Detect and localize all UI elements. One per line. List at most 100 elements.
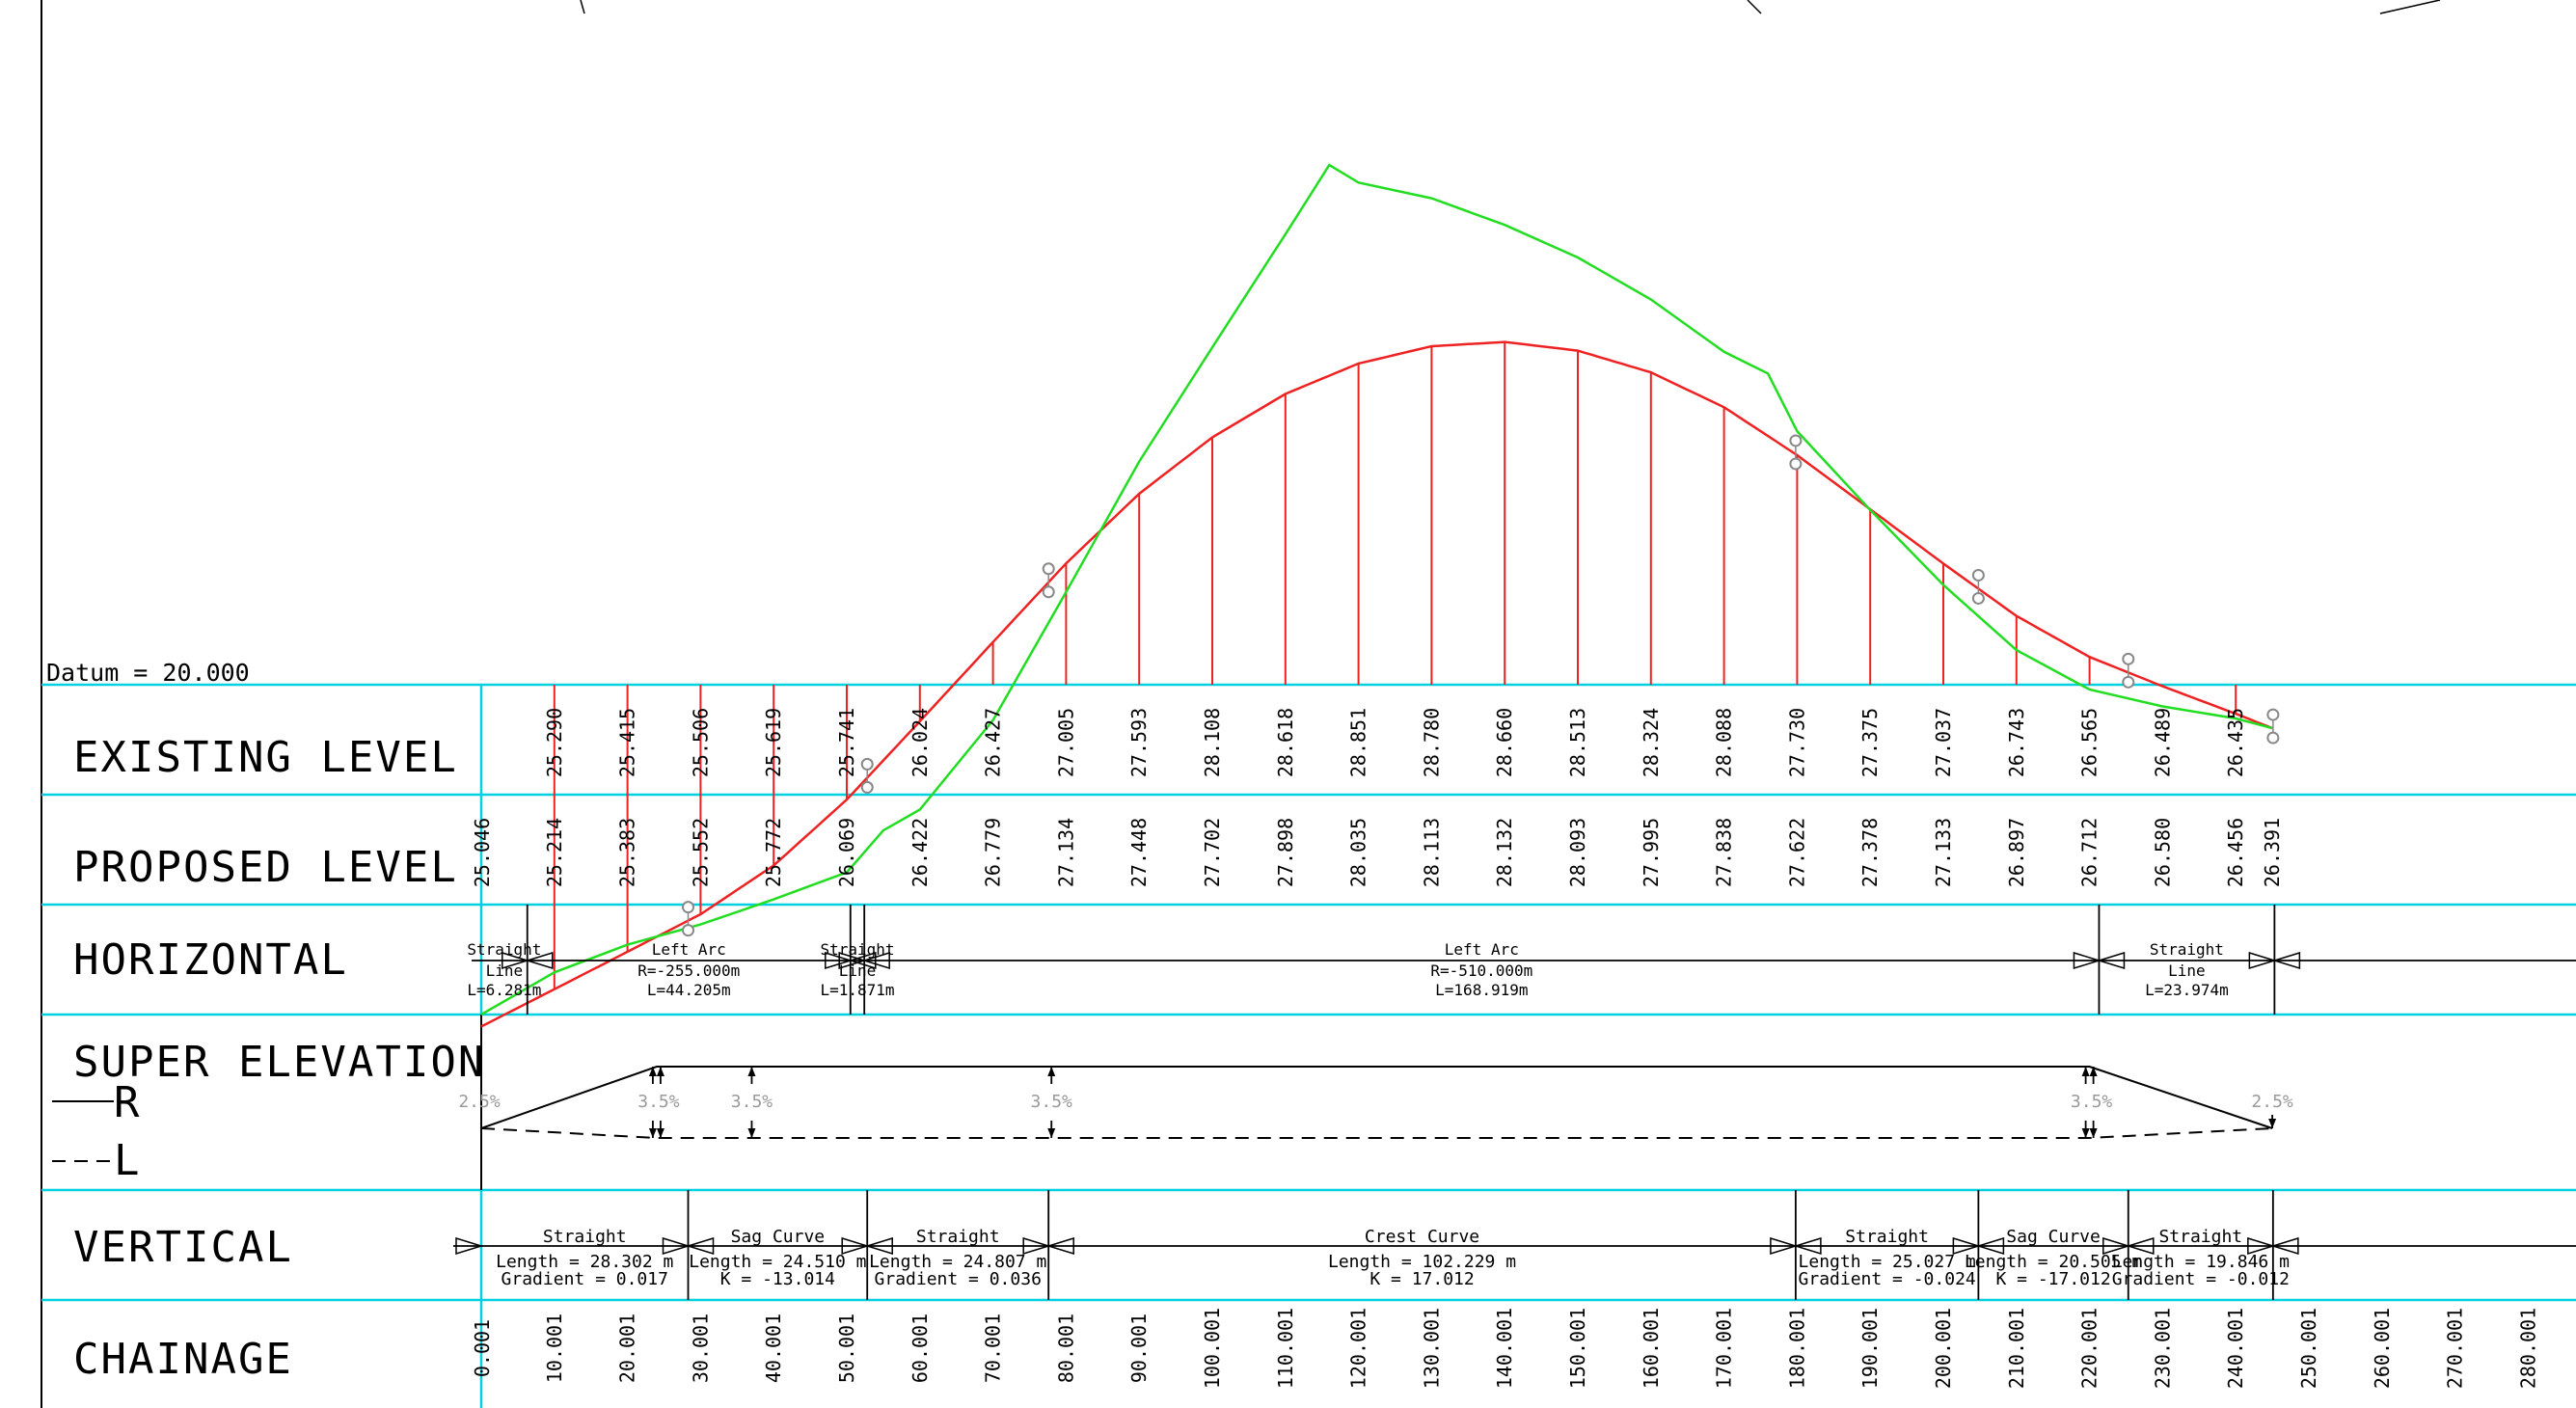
chainage-value: 0.001 [471,1319,494,1377]
marker-circle-top [2266,708,2280,721]
existing-level-value: 27.005 [1054,708,1077,777]
chainage-value: 10.001 [543,1313,566,1383]
chainage-value: 20.001 [616,1313,639,1383]
existing-level-value: 27.375 [1858,708,1882,777]
marker-circle-bottom [2266,731,2280,745]
chainage-value: 220.001 [2078,1308,2101,1389]
proposed-level-value: 25.046 [471,818,494,887]
chainage-value: 80.001 [1054,1313,1077,1383]
chainage-value: 260.001 [2371,1308,2394,1389]
horizontal-arrow-in [2248,951,2277,970]
proposed-level-value: 27.622 [1785,818,1808,887]
chainage-value: 110.001 [1274,1308,1297,1389]
vertical-arrow-in [1022,1236,1051,1256]
super-arrow-up-head [747,1067,756,1076]
super-elevation-percent: 2.5% [458,1092,501,1112]
level-difference-markers [682,434,2280,937]
super-arrow-up-head [1047,1067,1056,1076]
top-stroke-1 [580,0,585,14]
proposed-level-value: 28.093 [1566,818,1589,887]
vertical-element-param: Gradient = 0.017 [502,1269,668,1289]
chainage-value: 90.001 [1127,1313,1151,1383]
proposed-level-value: 26.391 [2261,818,2284,887]
vertical-element-length: Length = 20.505 m [1965,1252,2142,1272]
proposed-level-value: 26.069 [835,818,858,887]
vertical-element-param: Gradient = -0.012 [2112,1269,2290,1289]
horizontal-arrow-out [848,951,877,970]
chainage-value: 200.001 [1932,1308,1955,1389]
existing-level-value: 25.290 [543,708,566,777]
super-arrow-end-head [2268,1119,2277,1128]
vertical-element-length: Length = 19.846 m [2112,1252,2290,1272]
row-title-proposed-level: PROPOSED LEVEL [73,843,458,892]
existing-level-value: 25.741 [835,708,858,777]
vertical-arrow-start [455,1236,484,1256]
proposed-level-value: 27.378 [1858,818,1882,887]
vertical-element-name: Straight [916,1227,1000,1247]
marker-circle-bottom [682,924,695,937]
super-arrow-up-head [2081,1067,2090,1076]
proposed-level-value: 25.772 [762,818,785,887]
vertical-arrow-in [841,1236,870,1256]
legend-right-label: R [114,1078,142,1127]
super-arrow-down-head [2081,1128,2090,1138]
vertical-element-length: Length = 28.302 m [496,1252,673,1272]
vertical-element-param: Gradient = -0.024 [1799,1269,1976,1289]
proposed-level-value: 27.838 [1713,818,1736,887]
chainage-value: 180.001 [1785,1308,1808,1389]
vertical-arrow-out [864,1236,893,1256]
chainage-value: 160.001 [1640,1308,1663,1389]
marker-circle-top [1789,434,1803,447]
vertical-element-param: K = 17.012 [1369,1269,1474,1289]
vertical-element-length: Length = 24.807 m [869,1252,1046,1272]
vertical-arrow-out [1975,1236,2005,1256]
horizontal-element-length: L=1.871m [820,981,894,999]
row-title-vertical: VERTICAL [73,1223,293,1272]
table-grid [41,683,2576,1408]
proposed-level-value: 28.113 [1420,818,1443,887]
existing-level-value: 27.730 [1785,708,1808,777]
horizontal-arrow-in [838,951,867,970]
horizontal-element-param: Line [839,961,877,980]
vertical-element-name: Sag Curve [2006,1227,2101,1247]
marker-circle-bottom [1789,457,1803,471]
proposed-level-value: 27.995 [1640,818,1663,887]
vertical-arrow-in [2102,1236,2131,1256]
proposed-level-values: 25.046 25.214 25.383 25.552 25.772 26.069 26.4… [471,818,2284,887]
marker-circle-bottom [1042,585,1055,599]
marker-circle-bottom [1971,591,1985,605]
super-elevation-percent: 3.5% [1031,1092,1073,1112]
super-elevation-left-line [480,1127,2273,1139]
existing-level-value: 28.660 [1493,708,1516,777]
horizontal-element-name: Left Arc [652,940,726,959]
existing-level-value: 26.743 [2005,708,2028,777]
vertical-arrow-in [1770,1236,1799,1256]
existing-level-value: 28.780 [1420,708,1443,777]
chainage-value: 50.001 [835,1313,858,1383]
existing-level-value: 28.618 [1274,708,1297,777]
marker-circle-top [1971,568,1985,582]
vertical-arrow-in [1952,1236,1981,1256]
super-arrow-down-head [1047,1128,1056,1138]
existing-level-value: 28.108 [1201,708,1224,777]
horizontal-element-name: Left Arc [1445,940,1519,959]
proposed-level-value: 25.214 [543,818,566,887]
vertical-arrow-out [2126,1236,2155,1256]
horizontal-element-name: Straight [2150,940,2224,959]
row-title-super-elevation: SUPER ELEVATION [73,1038,485,1087]
chainage-value: 150.001 [1566,1308,1589,1389]
existing-level-value: 28.851 [1347,708,1370,777]
chainage-values: 0.001 10.001 20.001 30.001 40.001 50.001 60.00… [471,1308,2539,1389]
proposed-level-value: 26.779 [982,818,1005,887]
chainage-value: 190.001 [1858,1308,1882,1389]
super-arrow-down-head [747,1128,756,1138]
horizontal-arrow-in [825,951,854,970]
horizontal-arrow-out [525,951,554,970]
vertical-element-name: Straight [2158,1227,2242,1247]
row-title-chainage: CHAINAGE [73,1335,293,1384]
super-arrow-up-head [2089,1067,2098,1076]
chainage-value: 240.001 [2224,1308,2247,1389]
vertical-element-param: K = -17.012 [1995,1269,2110,1289]
proposed-level-value: 25.383 [616,818,639,887]
